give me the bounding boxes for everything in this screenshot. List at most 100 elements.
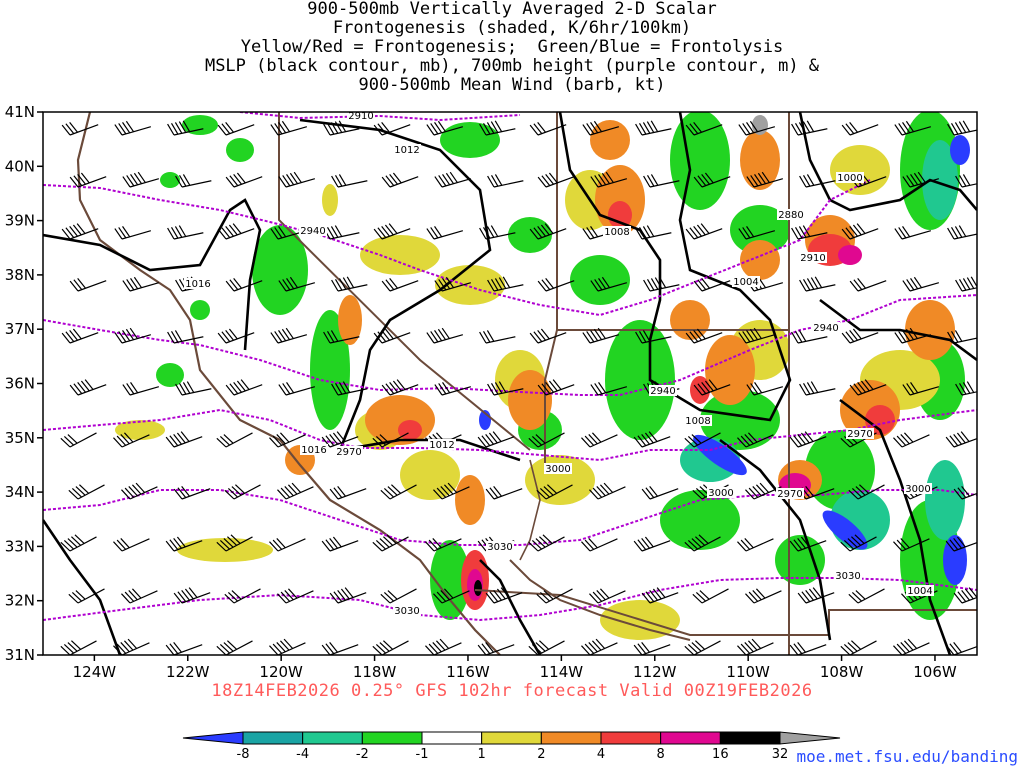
height-label-bg [347,110,375,121]
wind-barb [902,171,940,188]
wind-barb [60,432,97,448]
wind-barb [945,431,977,448]
wind-barb [60,640,97,655]
mslp-label: 1016 [185,279,210,290]
wind-barb [433,588,470,604]
mslp-label-bg [732,276,760,287]
wind-barb [685,121,723,136]
wind-barb [329,485,367,500]
mslp-label-bg [184,278,212,289]
wind-barb [894,327,932,344]
wind-barb [536,484,573,500]
lon-tick-label: 112W [633,663,677,681]
wind-barb [381,379,419,396]
wind-barb [893,638,930,655]
wind-barb [270,120,308,136]
wind-barb [893,432,930,448]
wind-barb [321,641,359,655]
height-label: 3030 [835,571,860,582]
wind-barb [643,174,680,188]
wind-barb [738,327,776,344]
lon-tick-label: 106W [913,663,957,681]
wind-barb [167,120,204,136]
colorbar-label: -4 [296,747,309,762]
height-label-bg [649,385,677,396]
wind-barb [425,538,462,552]
mslp-label-bg [428,439,456,450]
wind-barb [217,328,255,344]
wind-barb [68,588,105,604]
latitude-axis: 31N 32N 33N 34N 35N 36N 37N 38N 39N 40N 41N [5,103,43,664]
wind-barb [590,382,628,396]
height-label-bg [777,209,805,220]
wind-barb [797,587,835,604]
wind-barb [684,640,721,655]
wind-barb [323,120,360,136]
mslp-label-bg [300,444,328,455]
wind-barb [114,327,152,344]
wind-barb [529,121,567,136]
wind-barb [434,171,472,188]
wind-barb [372,432,409,448]
wind-barb [537,379,575,396]
wind-barb [270,327,308,344]
wind-barb [643,276,680,292]
wind-barb [373,121,411,136]
wind-barb [799,174,836,188]
wind-barb [789,641,827,655]
height-label-bg [834,570,862,581]
wind-barb [641,587,679,604]
wind-barb [529,328,567,344]
wind-barb [61,328,99,344]
wind-barb [479,330,516,344]
title-line-5: 900-500mb Mean Wind (barb, kt) [358,75,666,95]
wind-barb [381,172,419,188]
wind-barb [278,382,316,396]
wind-barb [537,277,575,292]
wind-barb [381,277,419,292]
lat-tick-label: 31N [5,646,35,664]
wind-barb [69,379,107,396]
height-label-bg [707,487,735,498]
wind-barb [113,432,150,448]
wind-barb [528,640,565,655]
wind-barb [373,328,411,344]
longitude-axis: 124W 122W 120W 118W 116W 114W 112W 110W 108W 106W [73,655,957,681]
wind-barb [69,172,107,188]
wind-barb [269,638,306,655]
wind-barb [113,638,150,655]
wind-barb [121,482,158,500]
colorbar-swatch [660,731,721,745]
state-border-nv-ca [278,112,531,451]
wind-barb [426,120,464,136]
wind-barb [216,534,253,552]
wind-barb [425,638,462,655]
wind-barb [224,484,261,500]
height-label: 2910 [348,111,373,122]
wind-barb [947,120,977,136]
lat-tick-label: 35N [5,429,35,447]
credit-link[interactable]: moe.met.fsu.edu/banding [796,747,1018,766]
wind-barb [841,328,879,344]
mslp-contour [819,298,977,362]
wind-barb [487,174,524,188]
height-contour [43,577,977,622]
wind-barb [633,641,671,655]
lat-tick-label: 39N [5,212,35,230]
mslp-label-bg [906,585,934,596]
height-label-bg [904,483,932,494]
wind-barb [685,223,723,240]
colorbar-swatch [421,731,483,745]
wind-barb [60,534,97,552]
wind-barb [789,431,827,448]
wind-barb [849,379,887,396]
mslp-contour [479,559,542,655]
wind-barb [894,120,932,136]
wind-barb [893,538,930,552]
wind-barb [693,277,731,292]
height-label: 2910 [800,253,825,264]
wind-barb [217,223,255,240]
height-contour [43,408,977,462]
wind-barb [122,276,160,292]
